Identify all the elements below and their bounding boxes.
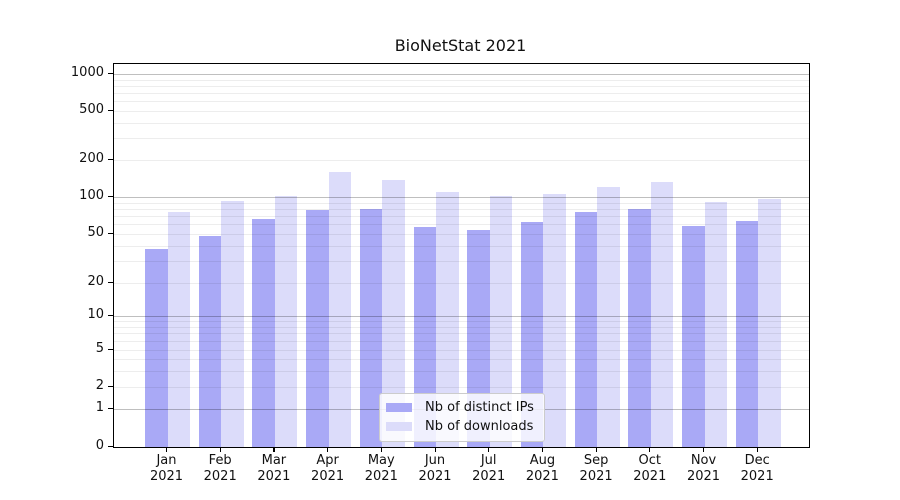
bar-downloads-may xyxy=(382,179,405,447)
y-tick-label: 20 xyxy=(87,274,104,289)
x-axis-tick xyxy=(434,447,436,452)
x-tick-label: Jan 2021 xyxy=(149,453,184,484)
x-axis-tick xyxy=(756,447,758,452)
y-tick-label: 5 xyxy=(95,341,104,356)
bar-distinct-ips-apr xyxy=(306,210,329,447)
bar-downloads-jan xyxy=(167,211,190,447)
x-tick-label: Apr 2021 xyxy=(311,453,345,484)
bar-downloads-dec xyxy=(758,198,781,447)
bar-distinct-ips-dec xyxy=(735,220,759,447)
legend-label-downloads: Nb of downloads xyxy=(425,419,534,434)
bar-downloads-oct xyxy=(650,181,674,447)
bar-downloads-nov xyxy=(704,202,727,447)
x-tick-label: Dec 2021 xyxy=(740,453,774,484)
legend-item-distinct-ips: Nb of distinct IPs xyxy=(386,398,534,417)
x-axis-tick xyxy=(488,447,490,452)
bar-distinct-ips-jul xyxy=(467,229,490,447)
y-axis-tick xyxy=(108,407,113,409)
bar-downloads-apr xyxy=(328,171,352,447)
legend: Nb of distinct IPs Nb of downloads xyxy=(379,393,545,442)
bar-downloads-jul xyxy=(489,196,513,447)
bar-distinct-ips-sep xyxy=(574,211,598,447)
y-tick-label: 1000 xyxy=(70,65,104,80)
y-axis-tick xyxy=(108,385,113,387)
x-axis-tick xyxy=(219,447,221,452)
bar-distinct-ips-feb xyxy=(198,236,222,447)
legend-swatch-downloads xyxy=(386,422,412,431)
bar-downloads-mar xyxy=(274,195,298,447)
y-axis-tick xyxy=(108,109,113,111)
x-tick-label: Aug 2021 xyxy=(525,453,559,484)
bar-distinct-ips-mar xyxy=(252,219,275,447)
y-tick-label: 1 xyxy=(95,400,104,415)
y-axis-tick xyxy=(108,281,113,283)
y-tick-label: 50 xyxy=(87,225,104,240)
x-axis-tick xyxy=(380,447,382,452)
x-axis-tick xyxy=(166,447,168,452)
y-axis-tick xyxy=(108,348,113,350)
y-tick-label: 10 xyxy=(87,307,104,322)
bar-downloads-sep xyxy=(597,187,620,447)
y-axis-tick xyxy=(108,195,113,197)
x-axis-tick xyxy=(595,447,597,452)
bar-distinct-ips-jan xyxy=(145,248,168,447)
bar-distinct-ips-oct xyxy=(628,208,651,447)
x-tick-label: Jul 2021 xyxy=(472,453,506,484)
x-axis-tick xyxy=(327,447,329,452)
y-axis-tick xyxy=(108,72,113,74)
bars-layer xyxy=(114,64,809,447)
y-tick-label: 200 xyxy=(79,151,104,166)
x-axis-tick xyxy=(703,447,705,452)
y-tick-label: 0 xyxy=(95,438,104,453)
legend-swatch-distinct-ips xyxy=(386,403,412,412)
x-tick-label: Mar 2021 xyxy=(257,453,291,484)
bar-downloads-jun xyxy=(436,191,459,447)
x-axis-tick xyxy=(541,447,544,452)
x-tick-label: Oct 2021 xyxy=(633,453,667,484)
x-tick-label: Nov 2021 xyxy=(686,453,721,484)
legend-item-downloads: Nb of downloads xyxy=(386,417,534,436)
chart-title: BioNetStat 2021 xyxy=(394,36,527,55)
bar-distinct-ips-aug xyxy=(520,221,544,447)
bar-distinct-ips-jun xyxy=(413,227,436,447)
y-tick-label: 2 xyxy=(95,378,104,393)
y-axis-tick xyxy=(108,314,113,316)
y-axis-tick xyxy=(108,445,113,447)
y-tick-label: 500 xyxy=(79,102,104,117)
x-tick-label: Feb 2021 xyxy=(203,453,237,484)
bar-distinct-ips-may xyxy=(359,208,383,447)
legend-label-distinct-ips: Nb of distinct IPs xyxy=(425,400,534,415)
bar-distinct-ips-nov xyxy=(682,226,705,447)
x-axis-tick xyxy=(273,447,275,452)
bar-downloads-aug xyxy=(543,193,566,447)
x-tick-label: Jun 2021 xyxy=(418,453,452,484)
x-tick-label: May 2021 xyxy=(364,453,398,484)
x-tick-label: Sep 2021 xyxy=(579,453,613,484)
plot-area: Nb of distinct IPs Nb of downloads xyxy=(113,63,810,448)
y-tick-label: 100 xyxy=(79,188,104,203)
bar-downloads-feb xyxy=(221,201,244,447)
y-axis-tick xyxy=(108,158,113,160)
x-axis-tick xyxy=(649,447,651,452)
y-axis-tick xyxy=(108,232,113,234)
